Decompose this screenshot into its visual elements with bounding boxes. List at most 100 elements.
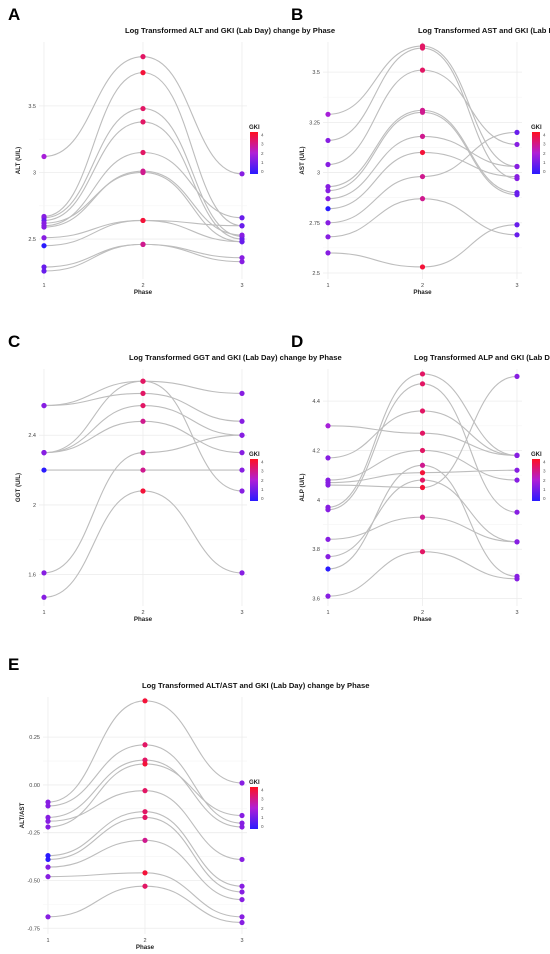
legend-tick-label: 2	[543, 151, 546, 156]
y-axis-label: ALT/AST	[19, 802, 26, 828]
data-point	[325, 206, 331, 212]
y-tick-label: 2	[33, 503, 36, 509]
data-point	[45, 803, 51, 809]
data-points	[41, 378, 245, 600]
y-tick-label: 3.25	[309, 120, 320, 126]
data-point	[419, 67, 426, 73]
panel-c: C Log Transformed GGT and GKI (Lab Day) c…	[8, 332, 342, 623]
data-point	[239, 570, 245, 576]
panel-d: D Log Transformed ALP and GKI (Lab Day) c…	[291, 332, 550, 623]
data-point	[45, 914, 51, 920]
legend-tick-label: 1	[543, 160, 546, 165]
series-line	[327, 375, 518, 489]
data-point	[514, 129, 520, 135]
legend-tick-label: 0	[261, 169, 264, 174]
legend-tick-label: 0	[543, 169, 546, 174]
data-point	[140, 119, 146, 125]
data-points	[325, 371, 520, 599]
data-point	[41, 570, 47, 576]
data-point	[45, 824, 51, 830]
data-point	[325, 566, 331, 572]
data-point	[419, 470, 426, 476]
data-point	[142, 698, 148, 704]
x-tick-labels: 1 2 3	[326, 283, 518, 289]
legend-tick-label: 3	[543, 469, 546, 474]
x-tick-label: 3	[515, 283, 518, 289]
data-point	[45, 799, 51, 805]
panel-label: B	[291, 5, 303, 24]
chart-title: Log Transformed ALT and GKI (Lab Day) ch…	[125, 26, 335, 35]
data-point	[45, 853, 51, 859]
data-point	[325, 423, 331, 429]
legend-tick-label: 3	[261, 797, 264, 802]
data-point	[325, 188, 331, 194]
data-point	[239, 255, 245, 261]
legend-title: GKI	[531, 125, 542, 131]
x-tick-labels: 1 2 3	[42, 283, 243, 289]
legend-colorbar	[250, 459, 258, 501]
panel-label: A	[8, 5, 20, 24]
y-axis-label: AST (U/L)	[299, 146, 306, 174]
data-point	[325, 137, 331, 144]
data-point	[41, 243, 47, 249]
data-point	[419, 484, 426, 491]
data-point	[419, 196, 426, 202]
x-tick-label: 1	[326, 283, 329, 289]
y-tick-label: 3	[317, 171, 320, 177]
data-point	[325, 482, 331, 488]
y-tick-label: 0.00	[29, 783, 40, 789]
data-point	[514, 222, 520, 228]
data-point	[142, 809, 148, 815]
data-point	[41, 224, 47, 230]
data-point	[419, 109, 426, 115]
y-tick-label: 0.25	[29, 735, 40, 741]
x-axis-label: Phase	[134, 289, 153, 296]
y-tick-label: 2.5	[312, 271, 320, 277]
data-point	[325, 554, 331, 560]
chart-title: Log Transformed AST and GKI (Lab Day) ch…	[418, 26, 550, 35]
data-point	[41, 264, 47, 270]
data-point	[325, 455, 331, 461]
x-tick-label: 2	[421, 283, 424, 289]
data-point	[419, 462, 426, 468]
data-point	[239, 919, 245, 926]
legend-tick-label: 0	[261, 496, 264, 501]
legend-tick-label: 4	[261, 133, 264, 138]
data-point	[140, 70, 146, 76]
data-point	[325, 536, 331, 542]
data-point	[239, 418, 245, 424]
legend-tick-label: 4	[261, 460, 264, 465]
chart-title: Log Transformed ALP and GKI (Lab Day) ch…	[414, 353, 550, 362]
gki-legend: GKI 0 1 2 3 4	[249, 452, 264, 501]
legend-tick-label: 4	[543, 460, 546, 465]
data-point	[239, 896, 245, 903]
x-tick-label: 2	[141, 283, 144, 289]
data-point	[514, 163, 520, 170]
legend-title: GKI	[249, 780, 260, 786]
data-points	[325, 43, 520, 270]
y-tick-label: 4.2	[312, 448, 320, 454]
y-tick-label: 3.5	[28, 104, 36, 110]
x-axis-label: Phase	[413, 616, 432, 623]
x-axis-label: Phase	[134, 616, 153, 623]
legend-tick-label: 3	[261, 142, 264, 147]
y-tick-label: -0.75	[27, 926, 40, 932]
gki-legend: GKI 0 1 2 3 4	[531, 125, 546, 174]
y-axis-label: ALT (U/L)	[15, 147, 22, 174]
x-tick-label: 3	[240, 283, 243, 289]
x-tick-label: 1	[46, 938, 49, 944]
data-point	[239, 390, 245, 396]
data-point	[142, 788, 148, 794]
data-point	[514, 477, 520, 483]
y-tick-labels: 1.6 2 2.4	[28, 433, 36, 578]
data-point	[325, 184, 331, 190]
data-point	[41, 402, 47, 409]
x-tick-labels: 1 2 3	[326, 610, 518, 616]
data-point	[45, 818, 51, 824]
legend-tick-label: 2	[261, 806, 264, 811]
data-point	[419, 514, 426, 520]
data-point	[325, 234, 331, 240]
y-tick-label: 3	[33, 170, 36, 176]
data-point	[142, 757, 148, 763]
data-point	[514, 452, 520, 459]
